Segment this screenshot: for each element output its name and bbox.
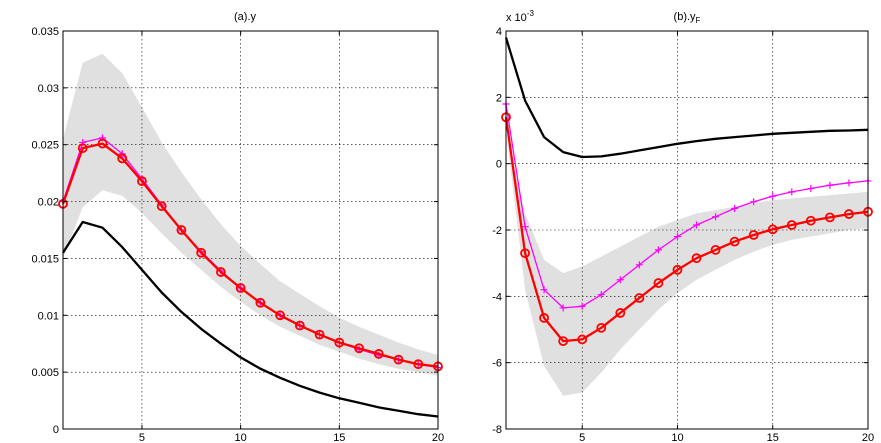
- panel-b-series-3-point: [767, 224, 778, 235]
- panel-b-series-2-point: [654, 246, 662, 254]
- panel-a-series-3-point: [413, 359, 424, 370]
- panel-b-y-tick-label: 4: [496, 26, 502, 38]
- panel-b-y-tick-label: -4: [492, 291, 502, 303]
- panel-a-series-3-point: [334, 337, 345, 348]
- panel-b-series-2-point: [712, 213, 720, 221]
- panel-a-series-1-line: [62, 220, 439, 418]
- panel-a-x-tick-label: 10: [235, 432, 247, 443]
- panel-a-y-tick-label: 0.015: [31, 253, 59, 265]
- panel-a-series-3-point: [137, 176, 147, 187]
- panel-b-series-3-point: [539, 312, 550, 323]
- panel-a-series-3-point: [196, 247, 207, 258]
- panel-a-y-tick-label: 0: [53, 424, 59, 436]
- panel-a-series-3-point: [176, 225, 187, 235]
- panel-b-series-2-point: [578, 302, 586, 310]
- panel-b-series-3-point: [520, 248, 530, 259]
- panel-b-x-tick-label: 15: [767, 432, 779, 443]
- panel-b-series-3-point: [844, 209, 854, 219]
- panel-a-series-3-point: [314, 329, 325, 340]
- panel-a-series-3-point: [117, 153, 128, 164]
- panel-a-y-tick-label: 0.03: [38, 83, 59, 95]
- panel-b-series-1-line: [504, 37, 869, 159]
- panel-b-exponent-label: x 10-3: [506, 9, 534, 24]
- panel-a: (a).y 5 10 15 20 0 0.005 0.01 0.015 0.02 0.025 0.0…: [31, 11, 444, 443]
- panel-a-series-3-point: [294, 320, 305, 331]
- panel-b-series-3-point: [691, 253, 702, 264]
- panel-b-series-2-point: [673, 233, 681, 241]
- panel-a-series-3-point: [255, 297, 266, 308]
- panel-b-series-3-point: [729, 236, 740, 247]
- panel-a-axes-frame: [62, 30, 439, 430]
- panel-b-series-3-point: [805, 215, 816, 226]
- panel-a-series-3-point: [215, 267, 226, 277]
- panel-b-y-tick-label: -6: [492, 358, 502, 370]
- panel-b-series-2-point: [845, 179, 853, 187]
- panel-b-series-2-point: [559, 304, 567, 312]
- panel-b-series-3-point: [577, 334, 588, 345]
- panel-b-series-2-point: [693, 221, 701, 229]
- panel-b-x-tick-label: 10: [671, 432, 683, 443]
- panel-a-x-tick-label: 15: [333, 432, 345, 443]
- panel-b-series-2-point: [540, 286, 548, 294]
- panel-b-series-3-point: [672, 264, 683, 275]
- panel-a-y-tick-label: 0.01: [38, 310, 59, 322]
- panel-b: (b).yF x 10-3 5 10 15 20 -8 -6 -4 -2 0 2 4: [492, 9, 874, 443]
- panel-b-series-3-point: [748, 230, 759, 240]
- panel-a-x-tick-label: 5: [139, 432, 145, 443]
- panel-b-title: (b).yF: [674, 11, 701, 25]
- panel-b-series-2-point: [521, 223, 529, 231]
- panel-a-series-3-point: [393, 354, 404, 365]
- panel-b-series-2-point: [616, 276, 624, 284]
- panel-b-y-tick-label: 2: [496, 92, 502, 104]
- panel-a-series-3-point: [156, 201, 167, 212]
- panel-a-y-tick-label: 0.005: [31, 367, 59, 379]
- panel-a-series-3-point: [373, 349, 384, 359]
- panel-b-series-3-point: [710, 244, 721, 255]
- panel-b-series-3-point: [558, 336, 569, 347]
- panel-b-series-2-point: [597, 291, 605, 299]
- panel-a-y-tick-label: 0.02: [38, 197, 59, 209]
- panel-b-y-tick-label: -2: [492, 225, 502, 237]
- panel-b-x-tick-label: 5: [579, 432, 585, 443]
- panel-a-title: (a).y: [234, 11, 257, 23]
- panel-b-series-2-point: [788, 188, 796, 196]
- panel-b-series-3-point: [786, 220, 797, 230]
- panel-a-series-3-point: [97, 138, 108, 149]
- panel-a-series-3-point: [275, 310, 286, 321]
- panel-a-series-3-point: [77, 143, 88, 154]
- panel-b-series-2-point: [826, 181, 834, 189]
- panel-b-series-2-point: [807, 185, 815, 193]
- panel-b-y-tick-label: 0: [496, 159, 502, 171]
- panel-b-series-3-point: [634, 293, 645, 303]
- panel-b-series-3-point: [653, 278, 664, 288]
- panel-a-confidence-band: [63, 53, 438, 376]
- panel-b-series-3-point: [596, 322, 607, 333]
- panel-b-x-tick-label: 20: [862, 432, 874, 443]
- panel-a-y-tick-label: 0.025: [31, 140, 59, 152]
- panel-a-y-tick-label: 0.035: [31, 26, 59, 38]
- panel-a-series-3-point: [235, 283, 246, 293]
- panel-b-series-2-point: [750, 198, 758, 206]
- panel-a-series-3-point: [354, 343, 364, 354]
- panel-b-series-2-point: [635, 261, 643, 269]
- panel-b-series-2-point: [769, 192, 777, 200]
- panel-b-y-tick-label: -8: [492, 424, 502, 436]
- panel-a-x-tick-label: 20: [432, 432, 444, 443]
- panel-b-series-3-point: [615, 308, 626, 318]
- panel-b-series-2-point: [731, 204, 739, 212]
- panel-b-series-3-point: [824, 212, 835, 223]
